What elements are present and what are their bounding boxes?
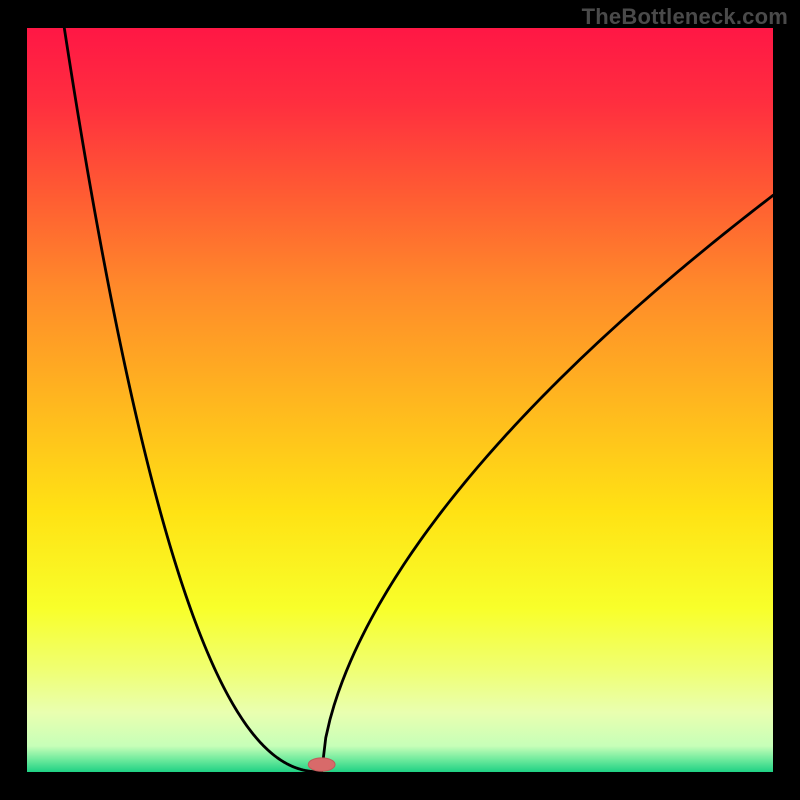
dip-marker — [308, 758, 335, 771]
bottleneck-chart — [0, 0, 800, 800]
chart-stage: TheBottleneck.com — [0, 0, 800, 800]
plot-gradient-background — [27, 28, 773, 772]
watermark-text: TheBottleneck.com — [582, 4, 788, 30]
